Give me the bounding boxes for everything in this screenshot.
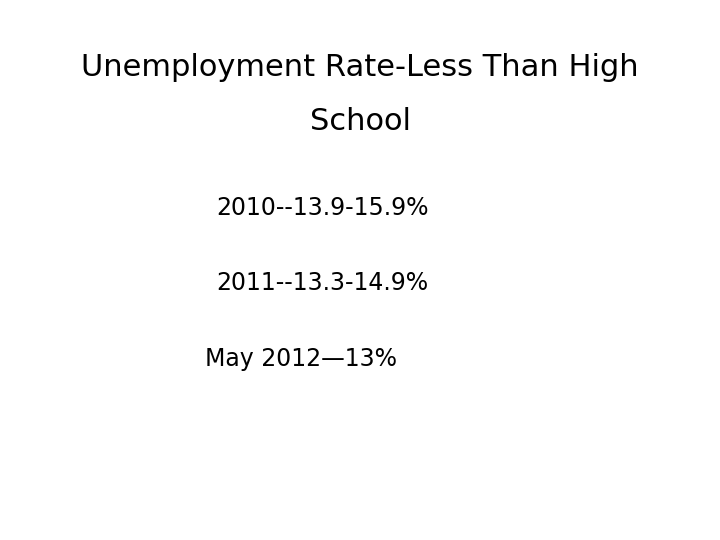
Text: May 2012—13%: May 2012—13%	[205, 347, 397, 371]
Text: 2010--13.9-15.9%: 2010--13.9-15.9%	[216, 196, 428, 220]
Text: School: School	[310, 107, 410, 136]
Text: 2011--13.3-14.9%: 2011--13.3-14.9%	[216, 272, 428, 295]
Text: Unemployment Rate-Less Than High: Unemployment Rate-Less Than High	[81, 53, 639, 82]
